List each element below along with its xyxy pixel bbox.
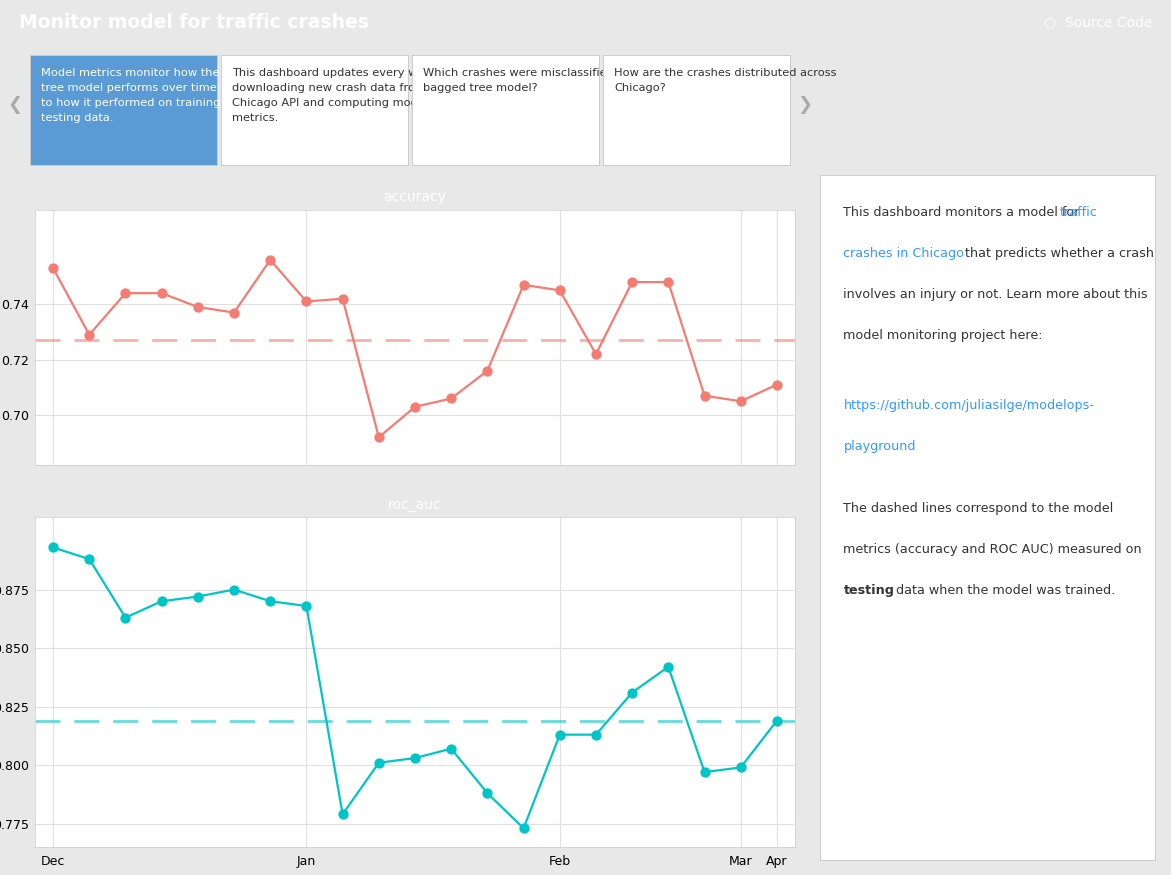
Text: crashes in Chicago: crashes in Chicago bbox=[843, 247, 965, 260]
Point bbox=[623, 685, 642, 699]
Point bbox=[334, 291, 352, 305]
Point bbox=[80, 328, 98, 342]
Text: How are the crashes distributed across
Chicago?: How are the crashes distributed across C… bbox=[615, 68, 837, 93]
Point bbox=[587, 728, 605, 742]
Point bbox=[225, 583, 244, 597]
Point bbox=[80, 552, 98, 566]
Point bbox=[297, 598, 316, 612]
Point bbox=[659, 275, 678, 289]
Text: accuracy: accuracy bbox=[384, 191, 446, 205]
Point bbox=[369, 756, 388, 770]
Point bbox=[623, 275, 642, 289]
Point bbox=[732, 760, 751, 774]
Text: traffic: traffic bbox=[1060, 206, 1097, 219]
Point bbox=[550, 284, 569, 298]
Text: ○  Source Code: ○ Source Code bbox=[1043, 15, 1152, 29]
Text: data when the model was trained.: data when the model was trained. bbox=[892, 584, 1115, 597]
Text: testing: testing bbox=[843, 584, 895, 597]
Point bbox=[514, 822, 533, 836]
Point bbox=[152, 594, 171, 608]
Point bbox=[405, 400, 424, 414]
Point bbox=[334, 808, 352, 822]
Point bbox=[116, 286, 135, 300]
Text: The dashed lines correspond to the model: The dashed lines correspond to the model bbox=[843, 501, 1114, 514]
Point bbox=[514, 278, 533, 292]
Point bbox=[369, 430, 388, 444]
Point bbox=[261, 594, 280, 608]
Point bbox=[43, 262, 62, 276]
Point bbox=[189, 300, 207, 314]
Text: model monitoring project here:: model monitoring project here: bbox=[843, 329, 1043, 342]
Point bbox=[732, 395, 751, 409]
Point bbox=[696, 388, 714, 402]
Point bbox=[587, 347, 605, 361]
Text: playground: playground bbox=[843, 440, 916, 453]
Text: Monitor model for traffic crashes: Monitor model for traffic crashes bbox=[19, 12, 369, 32]
Text: that predicts whether a crash: that predicts whether a crash bbox=[961, 247, 1155, 260]
Point bbox=[478, 786, 497, 800]
Point bbox=[116, 611, 135, 625]
Text: roc_auc: roc_auc bbox=[389, 498, 441, 512]
Text: https://github.com/juliasilge/modelops-: https://github.com/juliasilge/modelops- bbox=[843, 399, 1095, 412]
Point bbox=[441, 391, 460, 405]
Point bbox=[405, 751, 424, 765]
Point bbox=[225, 305, 244, 319]
Point bbox=[767, 714, 786, 728]
Point bbox=[152, 286, 171, 300]
Point bbox=[43, 541, 62, 555]
Point bbox=[767, 378, 786, 392]
Point bbox=[297, 295, 316, 309]
Point bbox=[441, 742, 460, 756]
Point bbox=[261, 253, 280, 267]
Point bbox=[189, 590, 207, 604]
Point bbox=[478, 364, 497, 378]
Point bbox=[696, 765, 714, 779]
Text: Model metrics monitor how the bagged
tree model performs over time compared
to h: Model metrics monitor how the bagged tre… bbox=[41, 68, 278, 123]
Text: Which crashes were misclassified by the
bagged tree model?: Which crashes were misclassified by the … bbox=[423, 68, 655, 93]
Text: ❮: ❮ bbox=[7, 96, 22, 114]
Point bbox=[659, 660, 678, 674]
Text: metrics (accuracy and ROC AUC) measured on: metrics (accuracy and ROC AUC) measured … bbox=[843, 542, 1142, 556]
Text: This dashboard updates every week,
downloading new crash data from the
Chicago A: This dashboard updates every week, downl… bbox=[232, 68, 448, 123]
Text: ❯: ❯ bbox=[797, 96, 813, 114]
Text: involves an injury or not. Learn more about this: involves an injury or not. Learn more ab… bbox=[843, 288, 1148, 301]
Text: This dashboard monitors a model for: This dashboard monitors a model for bbox=[843, 206, 1084, 219]
Point bbox=[550, 728, 569, 742]
